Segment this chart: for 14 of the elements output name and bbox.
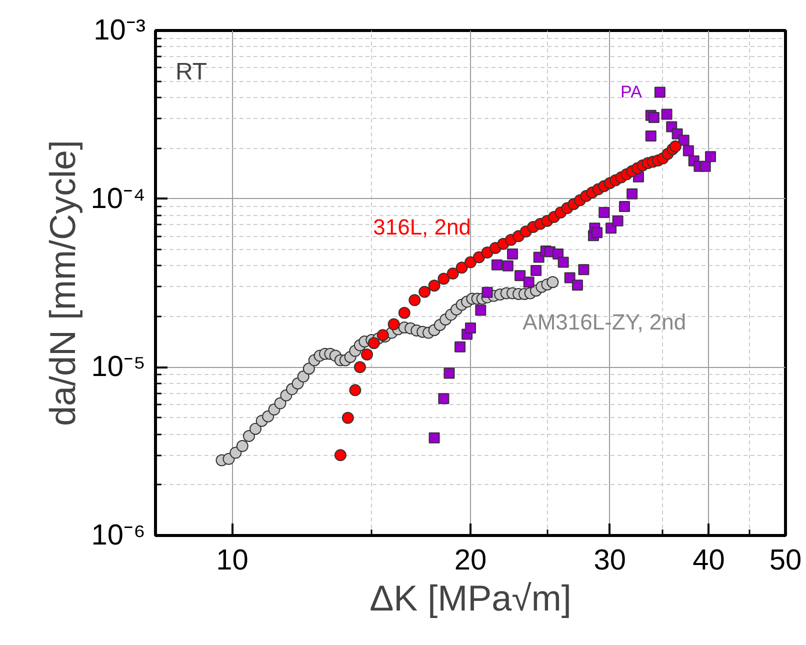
x-tick-label: 30 bbox=[594, 544, 626, 576]
y-tick-label: 10⁻⁵ bbox=[91, 351, 146, 384]
y-tick-label: 10⁻⁴ bbox=[90, 182, 146, 215]
x-tick-label: 20 bbox=[454, 544, 487, 576]
y-axis-title: da/dN [mm/Cycle] bbox=[42, 140, 83, 426]
x-tick-label: 10 bbox=[216, 544, 248, 576]
x-tick-label: 40 bbox=[692, 544, 725, 576]
x-axis-title: ΔK [MPa√m] bbox=[370, 578, 572, 618]
annotation: RT bbox=[176, 58, 208, 86]
y-tick-label: 10⁻³ bbox=[94, 14, 146, 46]
x-tick-label: 50 bbox=[769, 544, 802, 576]
series-label: 316L, 2nd bbox=[373, 214, 471, 240]
series-label: PA bbox=[620, 82, 643, 102]
y-tick-label: 10⁻⁶ bbox=[91, 520, 146, 552]
